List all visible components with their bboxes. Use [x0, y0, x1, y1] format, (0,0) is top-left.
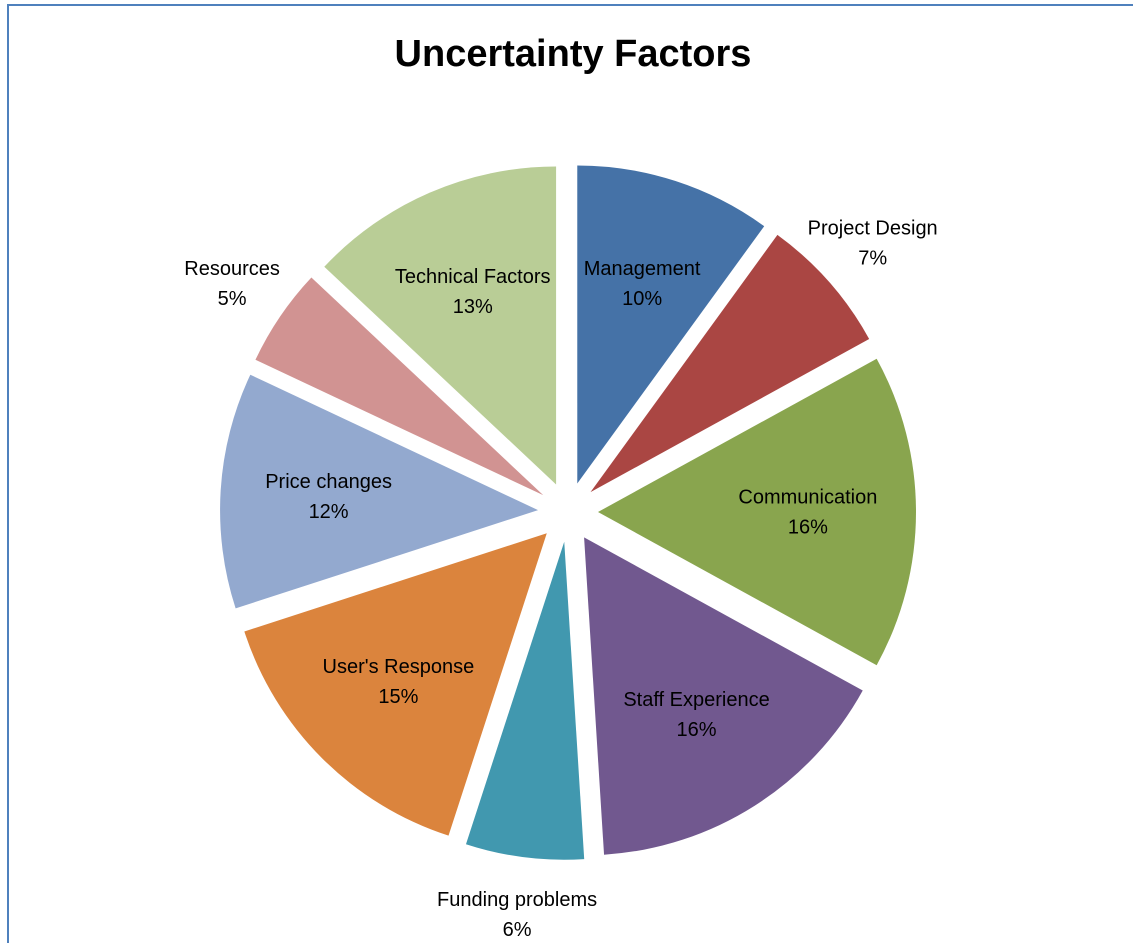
pie-slice: [244, 533, 547, 836]
slice-value-label: 6%: [503, 919, 532, 941]
slice-label: Management: [584, 258, 701, 280]
pie-slice: [220, 374, 539, 609]
slice-label: Project Design: [808, 218, 938, 240]
slice-value-label: 12%: [309, 501, 349, 523]
slice-value-label: 5%: [218, 288, 247, 310]
slice-label: User's Response: [323, 656, 475, 678]
frame: [7, 4, 1133, 943]
slice-label: Technical Factors: [395, 266, 551, 288]
pie-slice: [590, 234, 870, 493]
pie-slice: [584, 537, 863, 855]
slice-label: Resources: [184, 258, 280, 280]
slice-value-label: 16%: [788, 516, 828, 538]
chart-title: Uncertainty Factors: [395, 33, 752, 75]
slice-label: Price changes: [265, 471, 392, 493]
slice-value-label: 13%: [453, 296, 493, 318]
slice-value-label: 10%: [622, 288, 662, 310]
pie-slice: [324, 166, 557, 485]
slice-value-label: 15%: [378, 686, 418, 708]
slice-value-label: 7%: [858, 248, 887, 270]
slice-label: Communication: [738, 486, 877, 508]
slice-label: Staff Experience: [623, 689, 769, 711]
pie-slice: [465, 541, 585, 860]
pie-slice: [577, 165, 765, 484]
slice-value-label: 16%: [677, 719, 717, 741]
slice-label: Funding problems: [437, 889, 597, 911]
pie-slice: [255, 277, 544, 496]
pie-slice: [598, 358, 916, 666]
